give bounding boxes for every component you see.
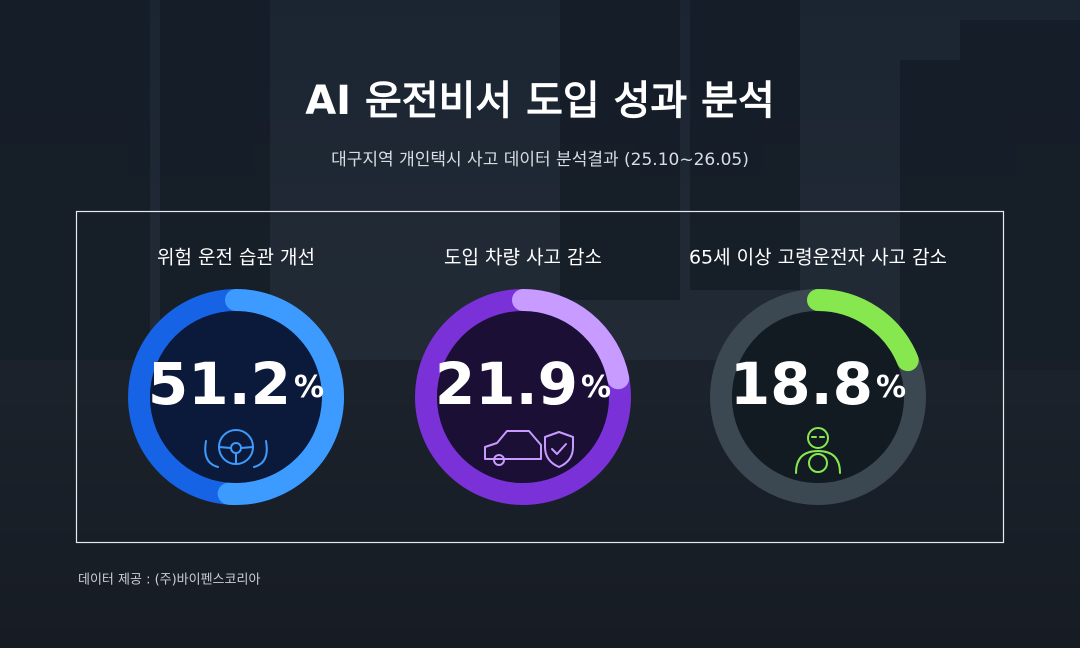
value-number: 51.2	[148, 350, 291, 418]
gauge-title: 도입 차량 사고 감소	[444, 247, 602, 269]
gauge-inner	[437, 311, 609, 483]
subtitle: 대구지역 개인택시 사고 데이터 분석결과 (25.10~26.05)	[331, 150, 749, 170]
gauge-arc	[512, 289, 630, 390]
value-label: 21.9%	[435, 350, 611, 418]
icon-part	[807, 427, 829, 449]
icon-part	[218, 446, 254, 465]
gauge-arc	[217, 289, 344, 505]
gauge: 위험 운전 습관 개선 51.2%	[128, 247, 344, 505]
panel-frame	[75, 210, 1005, 544]
gauge: 65세 이상 고령운전자 사고 감소 18.8%	[689, 247, 947, 505]
icon-part	[204, 440, 268, 468]
value-number: 21.9	[435, 350, 578, 418]
value-unit: %	[581, 370, 611, 405]
gauge-inner	[150, 311, 322, 483]
value-unit: %	[876, 370, 906, 405]
source: 데이터 제공 : (주)바이펜스코리아	[78, 573, 260, 588]
icon-part	[493, 454, 505, 466]
gauge-title: 65세 이상 고령운전자 사고 감소	[689, 247, 947, 269]
value-number: 18.8	[730, 350, 873, 418]
value-label: 18.8%	[730, 350, 906, 418]
gauge: 도입 차량 사고 감소 21.9%	[415, 247, 631, 505]
icon-part	[795, 450, 841, 474]
gauge-arc	[807, 289, 919, 372]
gauge-title: 위험 운전 습관 개선	[157, 247, 315, 269]
icon-part	[544, 431, 574, 468]
city-silhouette	[0, 0, 1080, 370]
gauge-inner	[732, 311, 904, 483]
title: AI 운전비서 도입 성과 분석	[305, 78, 775, 124]
value-unit: %	[294, 370, 324, 405]
value-label: 51.2%	[148, 350, 324, 418]
icon-part	[484, 430, 542, 460]
icon-part	[808, 453, 828, 473]
